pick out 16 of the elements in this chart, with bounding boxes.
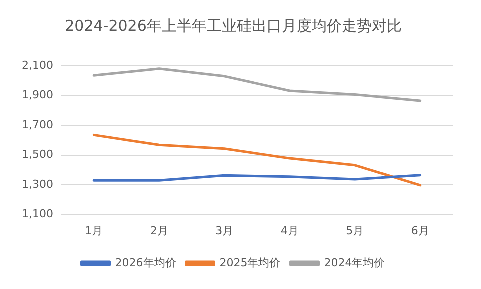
legend-label: 2025年均价 bbox=[220, 256, 281, 270]
y-tick-label: 1,900 bbox=[22, 88, 54, 102]
x-tick-label: 3月 bbox=[216, 224, 234, 238]
legend-label: 2026年均价 bbox=[115, 256, 176, 270]
y-tick-label: 1,700 bbox=[22, 118, 54, 132]
x-tick-label: 2月 bbox=[150, 224, 168, 238]
x-tick-label: 1月 bbox=[85, 224, 104, 238]
chart-title: 2024-2026年上半年工业硅出口月度均价走势对比 bbox=[65, 16, 402, 35]
x-tick-label: 4月 bbox=[280, 224, 299, 238]
x-tick-label: 6月 bbox=[411, 224, 430, 238]
y-tick-label: 1,500 bbox=[22, 148, 54, 162]
x-tick-label: 5月 bbox=[346, 224, 364, 238]
y-tick-label: 2,100 bbox=[22, 58, 54, 72]
y-tick-label: 1,300 bbox=[22, 178, 54, 191]
legend-label: 2024年均价 bbox=[324, 256, 386, 270]
y-tick-label: 1,100 bbox=[22, 208, 54, 221]
